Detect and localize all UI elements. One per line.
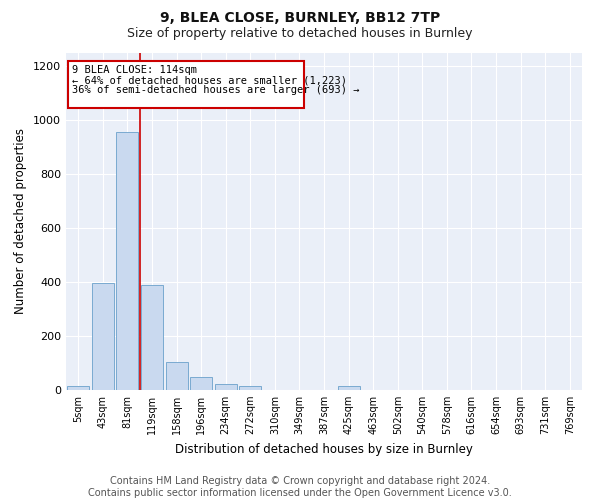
Bar [141, 284, 163, 390]
Bar [67, 386, 89, 390]
Y-axis label: Number of detached properties: Number of detached properties [14, 128, 28, 314]
Text: Contains HM Land Registry data © Crown copyright and database right 2024.
Contai: Contains HM Land Registry data © Crown c… [88, 476, 512, 498]
FancyBboxPatch shape [68, 60, 304, 108]
Text: 9, BLEA CLOSE, BURNLEY, BB12 7TP: 9, BLEA CLOSE, BURNLEY, BB12 7TP [160, 11, 440, 25]
X-axis label: Distribution of detached houses by size in Burnley: Distribution of detached houses by size … [175, 442, 473, 456]
Bar [92, 284, 114, 390]
Bar [215, 384, 237, 390]
Bar [190, 377, 212, 390]
Bar [116, 132, 139, 390]
Bar [166, 362, 188, 390]
Bar [239, 386, 262, 390]
Text: Size of property relative to detached houses in Burnley: Size of property relative to detached ho… [127, 28, 473, 40]
Text: ← 64% of detached houses are smaller (1,223): ← 64% of detached houses are smaller (1,… [72, 76, 347, 86]
Text: 36% of semi-detached houses are larger (693) →: 36% of semi-detached houses are larger (… [72, 85, 359, 95]
Bar [338, 386, 359, 390]
Text: 9 BLEA CLOSE: 114sqm: 9 BLEA CLOSE: 114sqm [72, 66, 197, 76]
